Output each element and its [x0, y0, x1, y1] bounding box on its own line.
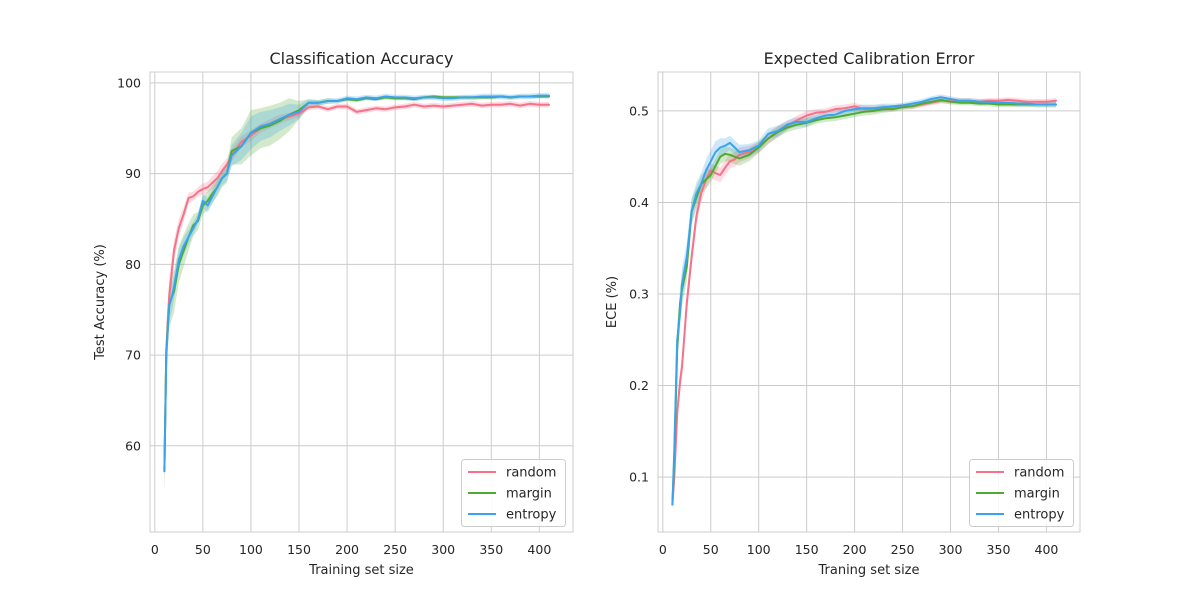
- y-tick-label: 70: [125, 348, 141, 363]
- x-tick-label: 150: [287, 542, 311, 557]
- x-tick-labels: 0 50 100 150 200 250 300 350 400: [659, 542, 1059, 557]
- x-tick-label: 250: [891, 542, 915, 557]
- y-tick-label: 100: [117, 75, 141, 90]
- legend-label-entropy: entropy: [1014, 508, 1065, 523]
- chart-title: Expected Calibration Error: [764, 49, 975, 68]
- line-entropy: [671, 96, 1057, 506]
- chart-title: Classification Accuracy: [270, 49, 454, 68]
- line-entropy: [163, 94, 550, 472]
- plot-area: [657, 71, 1081, 533]
- legend-label-random: random: [506, 466, 556, 481]
- y-tick-label: 0.4: [629, 195, 649, 210]
- legend-label-entropy: entropy: [506, 508, 557, 523]
- y-tick-labels: 60 70 80 90 100: [117, 75, 141, 453]
- ece-panel: 0 50 100 150 200 250 300 350 400 0.1 0.2 0.3 0.4 0.5…: [605, 49, 1081, 578]
- x-tick-label: 300: [431, 542, 455, 557]
- y-tick-label: 0.1: [629, 470, 649, 485]
- line-random: [163, 102, 550, 470]
- x-tick-label: 250: [383, 542, 407, 557]
- x-tick-label: 350: [479, 542, 503, 557]
- x-tick-label: 200: [843, 542, 867, 557]
- series-lines: [671, 96, 1057, 506]
- x-tick-label: 0: [659, 542, 667, 557]
- legend-box: [969, 459, 1074, 527]
- series-lines: [163, 94, 550, 473]
- y-axis-label: Test Accuracy (%): [93, 244, 108, 361]
- y-tick-label: 80: [125, 257, 141, 272]
- y-tick-label: 60: [125, 438, 141, 453]
- accuracy-panel: 0 50 100 150 200 250 300 350 400 60 70 80 90 100 Cla…: [93, 49, 574, 578]
- legend-label-random: random: [1014, 466, 1064, 481]
- legend: random margin entropy: [969, 459, 1074, 527]
- legend: random margin entropy: [461, 459, 566, 527]
- x-axis-label: Traning set size: [817, 563, 919, 578]
- legend-box: [461, 459, 566, 527]
- legend-label-margin: margin: [1014, 487, 1060, 502]
- y-tick-label: 0.3: [629, 286, 649, 301]
- x-tick-label: 300: [939, 542, 963, 557]
- plot-area: [149, 71, 574, 533]
- x-tick-label: 400: [1035, 542, 1059, 557]
- x-tick-labels: 0 50 100 150 200 250 300 350 400: [151, 542, 551, 557]
- y-tick-label: 90: [125, 166, 141, 181]
- grid: [150, 72, 573, 532]
- y-tick-labels: 0.1 0.2 0.3 0.4 0.5: [629, 103, 649, 484]
- x-tick-label: 0: [151, 542, 159, 557]
- y-tick-label: 0.2: [629, 378, 649, 393]
- y-tick-label: 0.5: [629, 103, 649, 118]
- x-axis-label: Training set size: [308, 563, 414, 578]
- x-tick-label: 350: [987, 542, 1011, 557]
- x-tick-label: 400: [527, 542, 551, 557]
- x-tick-label: 150: [795, 542, 819, 557]
- x-tick-label: 100: [239, 542, 263, 557]
- x-tick-label: 200: [335, 542, 359, 557]
- x-tick-label: 50: [703, 542, 719, 557]
- x-tick-label: 50: [195, 542, 211, 557]
- x-tick-label: 100: [747, 542, 771, 557]
- legend-label-margin: margin: [506, 487, 552, 502]
- y-axis-label: ECE (%): [605, 276, 620, 328]
